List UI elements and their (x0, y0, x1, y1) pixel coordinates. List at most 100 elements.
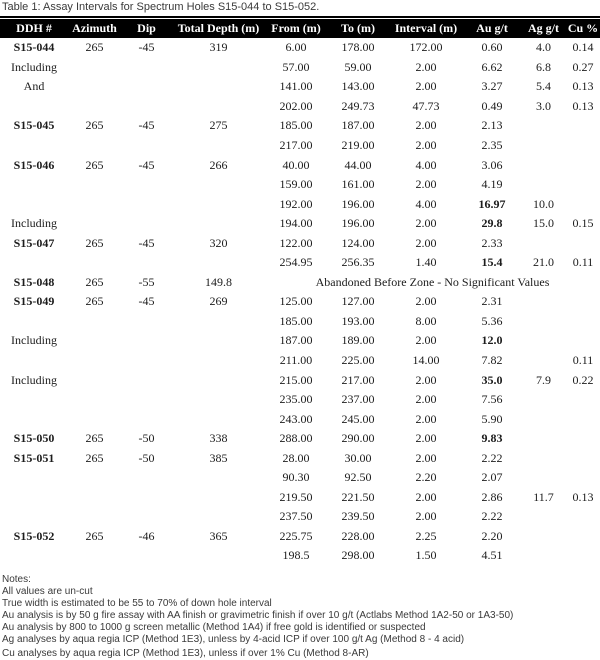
cell-depth (172, 331, 265, 351)
cell-interval: 4.00 (415, 196, 437, 211)
cell-ddh (0, 175, 68, 195)
cell-cu: 0.13 (572, 489, 594, 504)
cell-to: 30.00 (344, 450, 372, 465)
column-header-to: To (m) (327, 19, 389, 38)
cell-azimuth (68, 58, 121, 78)
cell-interval: 172.00 (409, 40, 443, 55)
cell-cu: 0.13 (572, 79, 594, 94)
cell-au: 0.49 (481, 98, 503, 113)
cell-interval: 2.25 (415, 528, 437, 543)
cell-ag (521, 136, 566, 156)
cell-to: 59.00 (344, 59, 372, 74)
table-row: Including 215.00 217.00 2.00 35.0 7.9 0.22 (0, 370, 600, 390)
cell-ag: 21.0 (533, 255, 554, 270)
cell-depth: 269 (209, 294, 228, 309)
cell-dip (121, 214, 172, 234)
note-line: Ag analyses by aqua regia ICP (Method 1E… (2, 633, 465, 645)
table-row: 235.00 237.00 2.00 7.56 (0, 390, 600, 410)
cell-to: 92.50 (344, 470, 372, 485)
table-row: And 141.00 143.00 2.00 3.27 5.4 0.13 (0, 77, 600, 97)
cell-azimuth (68, 468, 121, 488)
cell-au: 29.8 (481, 216, 503, 231)
cell-ddh: Including (11, 59, 57, 74)
table-row: S15-052 265 -46 365 225.75 228.00 2.25 2.20 (0, 527, 600, 547)
cell-dip: -45 (138, 40, 155, 55)
cell-depth: 319 (209, 40, 228, 55)
cell-azimuth: 265 (85, 235, 104, 250)
cell-interval: 4.00 (415, 157, 437, 172)
table-row: 159.00 161.00 2.00 4.19 (0, 175, 600, 195)
assay-table: DDH # Azimuth Dip Total Depth (m) From (… (0, 19, 600, 566)
cell-depth (172, 312, 265, 332)
cell-ag (521, 155, 566, 175)
cell-ddh: And (23, 79, 45, 94)
table-title: Table 1: Assay Intervals for Spectrum Ho… (2, 1, 320, 13)
cell-from: 215.00 (279, 372, 313, 387)
table-row: 90.30 92.50 2.20 2.07 (0, 468, 600, 488)
cell-ddh (0, 409, 68, 429)
cell-depth: 385 (209, 450, 228, 465)
cell-azimuth (68, 175, 121, 195)
cell-ag (521, 448, 566, 468)
cell-cu (566, 116, 600, 136)
cell-from: 192.00 (279, 196, 313, 211)
cell-au: 4.51 (481, 548, 503, 563)
cell-azimuth (68, 409, 121, 429)
cell-interval: 2.00 (415, 411, 437, 426)
cell-dip (121, 370, 172, 390)
cell-ag (521, 233, 566, 253)
cell-interval: 8.00 (415, 313, 437, 328)
cell-ddh: Including (11, 216, 57, 231)
cell-interval: 2.00 (415, 333, 437, 348)
cell-ag (521, 527, 566, 547)
cell-au: 2.07 (481, 470, 503, 485)
cell-dip: -45 (138, 157, 155, 172)
table-row: Including 57.00 59.00 2.00 6.62 6.8 0.27 (0, 58, 600, 78)
cell-from: 187.00 (279, 333, 313, 348)
cell-interval: 2.00 (415, 177, 437, 192)
note-line: Au analysis by 800 to 1000 g screen meta… (2, 621, 426, 633)
cell-cu: 0.27 (572, 59, 594, 74)
cell-au: 7.56 (481, 392, 503, 407)
cell-from: 225.75 (279, 528, 313, 543)
cell-depth (172, 390, 265, 410)
cell-ag: 5.4 (536, 79, 551, 94)
cell-from: 141.00 (279, 79, 313, 94)
cell-depth (172, 97, 265, 117)
cell-ddh (0, 97, 68, 117)
table-row: 192.00 196.00 4.00 16.97 10.0 (0, 194, 600, 214)
table-top-rule (0, 16, 600, 18)
cell-depth: 365 (209, 528, 228, 543)
header-row: DDH # Azimuth Dip Total Depth (m) From (… (0, 19, 600, 38)
cell-to: 228.00 (341, 528, 375, 543)
table-row: S15-048 265 -55 149.8 Abandoned Before Zone … (0, 273, 600, 293)
cell-to: 161.00 (341, 177, 375, 192)
cell-cu (566, 468, 600, 488)
cell-to: 124.00 (341, 235, 375, 250)
cell-cu (566, 312, 600, 332)
cell-interval: 2.00 (415, 431, 437, 446)
cell-depth (172, 370, 265, 390)
cell-azimuth: 265 (85, 431, 104, 446)
cell-from: 202.00 (279, 98, 313, 113)
cell-dip: -50 (138, 431, 155, 446)
cell-cu (566, 175, 600, 195)
cell-au: 12.0 (481, 333, 503, 348)
cell-cu: 0.15 (572, 216, 594, 231)
cell-to: 256.35 (341, 255, 375, 270)
cell-from: 6.00 (285, 40, 307, 55)
cell-ddh: S15-048 (13, 274, 55, 289)
cell-interval: 2.00 (415, 372, 437, 387)
cell-from: 288.00 (279, 431, 313, 446)
cell-cu (566, 527, 600, 547)
cell-cu (566, 390, 600, 410)
cell-ddh: S15-050 (13, 431, 55, 446)
cell-azimuth: 265 (85, 528, 104, 543)
cell-azimuth: 265 (85, 294, 104, 309)
cell-depth: 275 (209, 118, 228, 133)
cell-au: 7.82 (481, 353, 503, 368)
cell-depth (172, 58, 265, 78)
cell-cu: 0.11 (572, 353, 594, 368)
cell-ddh: S15-049 (13, 294, 55, 309)
cell-ag (521, 312, 566, 332)
